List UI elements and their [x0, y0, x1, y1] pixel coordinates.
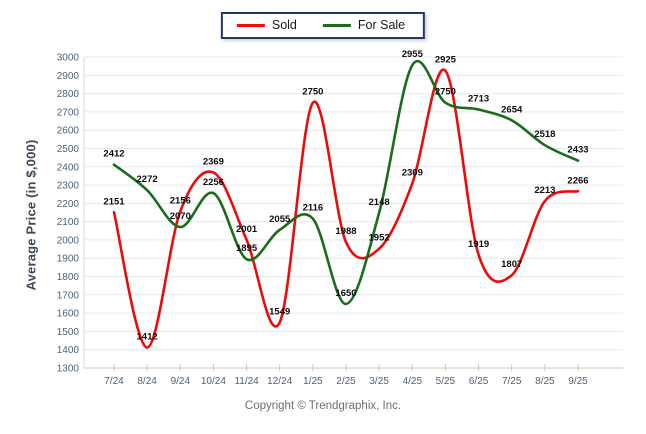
data-label: 2955: [402, 49, 424, 60]
for-sale-line-swatch: [322, 23, 351, 27]
x-tick-label: 8/25: [535, 376, 555, 387]
data-label: 2256: [203, 177, 224, 188]
y-tick-label: 2100: [57, 217, 80, 228]
data-label: 2001: [236, 224, 258, 235]
chart-legend: Sold For Sale: [220, 12, 426, 39]
series-line-sold: [112, 68, 580, 349]
data-label: 1807: [501, 259, 522, 270]
x-tick-label: 7/25: [502, 376, 522, 387]
data-label: 2156: [170, 195, 191, 206]
x-tick-label: 3/25: [369, 376, 389, 387]
series-line-for-sale: [112, 60, 580, 306]
y-tick-label: 1600: [57, 309, 80, 320]
y-tick-label: 2200: [57, 199, 80, 210]
y-tick-label: 1500: [57, 327, 80, 338]
data-label: 1895: [236, 243, 258, 254]
x-tick-label: 5/25: [436, 376, 456, 387]
x-tick-label: 9/24: [171, 376, 191, 387]
data-label: 2750: [435, 87, 456, 98]
y-tick-label: 2600: [57, 126, 80, 137]
legend-label-sold: Sold: [271, 18, 297, 32]
legend-label-for-sale: For Sale: [357, 18, 406, 32]
data-label: 2309: [402, 167, 423, 178]
data-label: 2654: [501, 104, 523, 115]
y-tick-label: 1700: [57, 290, 80, 301]
y-tick-label: 1300: [57, 364, 80, 375]
data-label: 2750: [302, 87, 323, 98]
data-label: 2148: [369, 197, 390, 208]
data-label: 2272: [137, 174, 158, 185]
data-label: 2213: [534, 185, 555, 196]
y-tick-label: 1400: [57, 345, 80, 356]
data-label: 1412: [137, 332, 158, 343]
y-tick-label: 2900: [57, 71, 80, 82]
y-axis-title: Average Price (in $,000): [23, 139, 39, 291]
data-label: 1919: [468, 239, 489, 250]
data-label: 2713: [468, 94, 489, 105]
data-label: 2151: [103, 196, 125, 207]
y-tick-label: 3000: [57, 53, 80, 64]
y-tick-label: 2300: [57, 181, 80, 192]
x-tick-label: 11/24: [234, 376, 259, 387]
x-tick-label: 1/25: [303, 376, 323, 387]
legend-item-for-sale: For Sale: [322, 18, 406, 32]
copyright-text: Copyright © Trendgraphix, Inc.: [244, 400, 402, 412]
data-label: 2412: [103, 149, 124, 160]
x-tick-label: 4/25: [403, 376, 423, 387]
x-tick-label: 6/25: [469, 376, 489, 387]
y-tick-label: 1900: [57, 254, 80, 265]
data-label: 2369: [203, 156, 224, 167]
data-label: 2925: [435, 55, 457, 66]
data-label: 1650: [335, 288, 356, 299]
data-label: 2055: [269, 214, 291, 225]
data-label: 2518: [534, 129, 555, 140]
x-tick-label: 10/24: [201, 376, 226, 387]
y-tick-label: 2500: [57, 144, 80, 155]
y-tick-label: 2800: [57, 89, 80, 100]
data-label: 2070: [170, 211, 191, 222]
x-tick-label: 7/24: [104, 376, 124, 387]
sold-line-swatch: [236, 23, 265, 27]
y-tick-label: 2400: [57, 162, 80, 173]
data-label: 2116: [303, 203, 324, 214]
y-tick-label: 2700: [57, 107, 80, 118]
x-tick-label: 12/24: [267, 376, 292, 387]
data-label: 1952: [369, 233, 390, 244]
data-label: 2433: [567, 145, 588, 156]
data-label: 2266: [567, 175, 588, 186]
data-label: 1549: [269, 306, 290, 317]
x-tick-label: 2/25: [336, 376, 356, 387]
x-tick-label: 9/25: [568, 376, 588, 387]
data-label: 1988: [335, 226, 356, 237]
legend-item-sold: Sold: [236, 18, 297, 32]
y-tick-label: 2000: [57, 235, 80, 246]
y-tick-label: 1800: [57, 272, 80, 283]
x-tick-label: 8/24: [137, 376, 157, 387]
